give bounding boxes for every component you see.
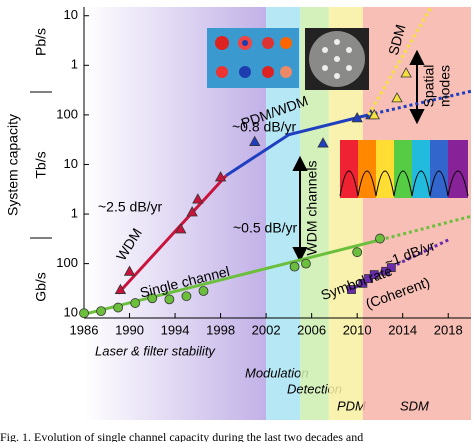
y-unit: Tb/s bbox=[33, 151, 49, 178]
point bbox=[249, 135, 261, 146]
point bbox=[351, 112, 363, 123]
x-tick-label: 1998 bbox=[206, 322, 235, 337]
annotation: WDM channels bbox=[304, 161, 320, 256]
projection-line bbox=[367, 6, 433, 116]
era-label: Laser & filter stability bbox=[95, 343, 216, 358]
x-tick-label: 2014 bbox=[388, 322, 417, 337]
projection-line bbox=[390, 238, 449, 269]
x-tick-label: 1990 bbox=[115, 322, 144, 337]
annotation: ~0.5 dB/yr bbox=[233, 220, 298, 236]
era-label: SDM bbox=[400, 398, 429, 413]
point bbox=[79, 308, 89, 319]
y-tick-label: 10 bbox=[64, 305, 78, 320]
x-tick-label: 2002 bbox=[252, 322, 281, 337]
y-tick-label: 10 bbox=[64, 7, 78, 22]
x-tick-label: 1986 bbox=[70, 322, 99, 337]
trend-line bbox=[225, 113, 369, 177]
annotation: ~2.5 dB/yr bbox=[98, 199, 163, 215]
point bbox=[358, 278, 368, 288]
point bbox=[186, 206, 198, 217]
point bbox=[369, 270, 379, 280]
mode-images bbox=[207, 28, 299, 88]
point bbox=[386, 263, 396, 273]
annotation: ~0.8 dB/yr bbox=[232, 119, 297, 135]
point bbox=[368, 109, 380, 120]
point bbox=[181, 291, 192, 302]
point bbox=[391, 92, 403, 103]
y-label: System capacity bbox=[5, 114, 21, 216]
y-tick-label: 1 bbox=[71, 57, 78, 72]
x-tick-label: 1994 bbox=[161, 322, 190, 337]
fiber-image bbox=[305, 28, 369, 90]
point bbox=[375, 233, 385, 244]
caption: Fig. 1. Evolution of single channel capa… bbox=[0, 430, 363, 442]
era-label: Detection bbox=[287, 381, 342, 396]
point bbox=[96, 306, 106, 317]
point bbox=[130, 298, 141, 308]
era-label: Modulation bbox=[245, 365, 309, 380]
x-tick-label: 2018 bbox=[434, 322, 463, 337]
annotation: modes bbox=[437, 65, 453, 107]
era-label: PDM bbox=[337, 398, 366, 413]
point bbox=[400, 67, 412, 78]
y-tick-label: 10 bbox=[64, 156, 78, 171]
y-unit: Pb/s bbox=[33, 28, 49, 56]
point bbox=[192, 193, 204, 204]
wdm-channels-arrow bbox=[292, 155, 308, 263]
point bbox=[113, 302, 124, 313]
point bbox=[175, 223, 187, 234]
trend-line bbox=[117, 174, 228, 295]
series-label: SDM bbox=[385, 23, 409, 57]
point bbox=[352, 247, 363, 258]
y-tick-label: 100 bbox=[56, 106, 78, 121]
point bbox=[114, 283, 127, 294]
y-unit: Gb/s bbox=[33, 272, 49, 302]
point bbox=[198, 286, 209, 296]
point bbox=[347, 285, 356, 294]
x-tick-label: 2006 bbox=[297, 322, 326, 337]
x-tick-label: 2010 bbox=[343, 322, 372, 337]
point bbox=[214, 171, 227, 182]
projection-line bbox=[379, 214, 472, 242]
point bbox=[317, 137, 329, 148]
annotation: Spatial bbox=[421, 65, 437, 108]
spectrum-image bbox=[339, 140, 469, 198]
y-tick-label: 1 bbox=[71, 205, 78, 220]
point bbox=[289, 261, 300, 272]
y-tick-label: 100 bbox=[56, 255, 78, 270]
point bbox=[164, 294, 175, 305]
point bbox=[301, 258, 311, 269]
point bbox=[147, 293, 158, 304]
point bbox=[123, 265, 136, 276]
